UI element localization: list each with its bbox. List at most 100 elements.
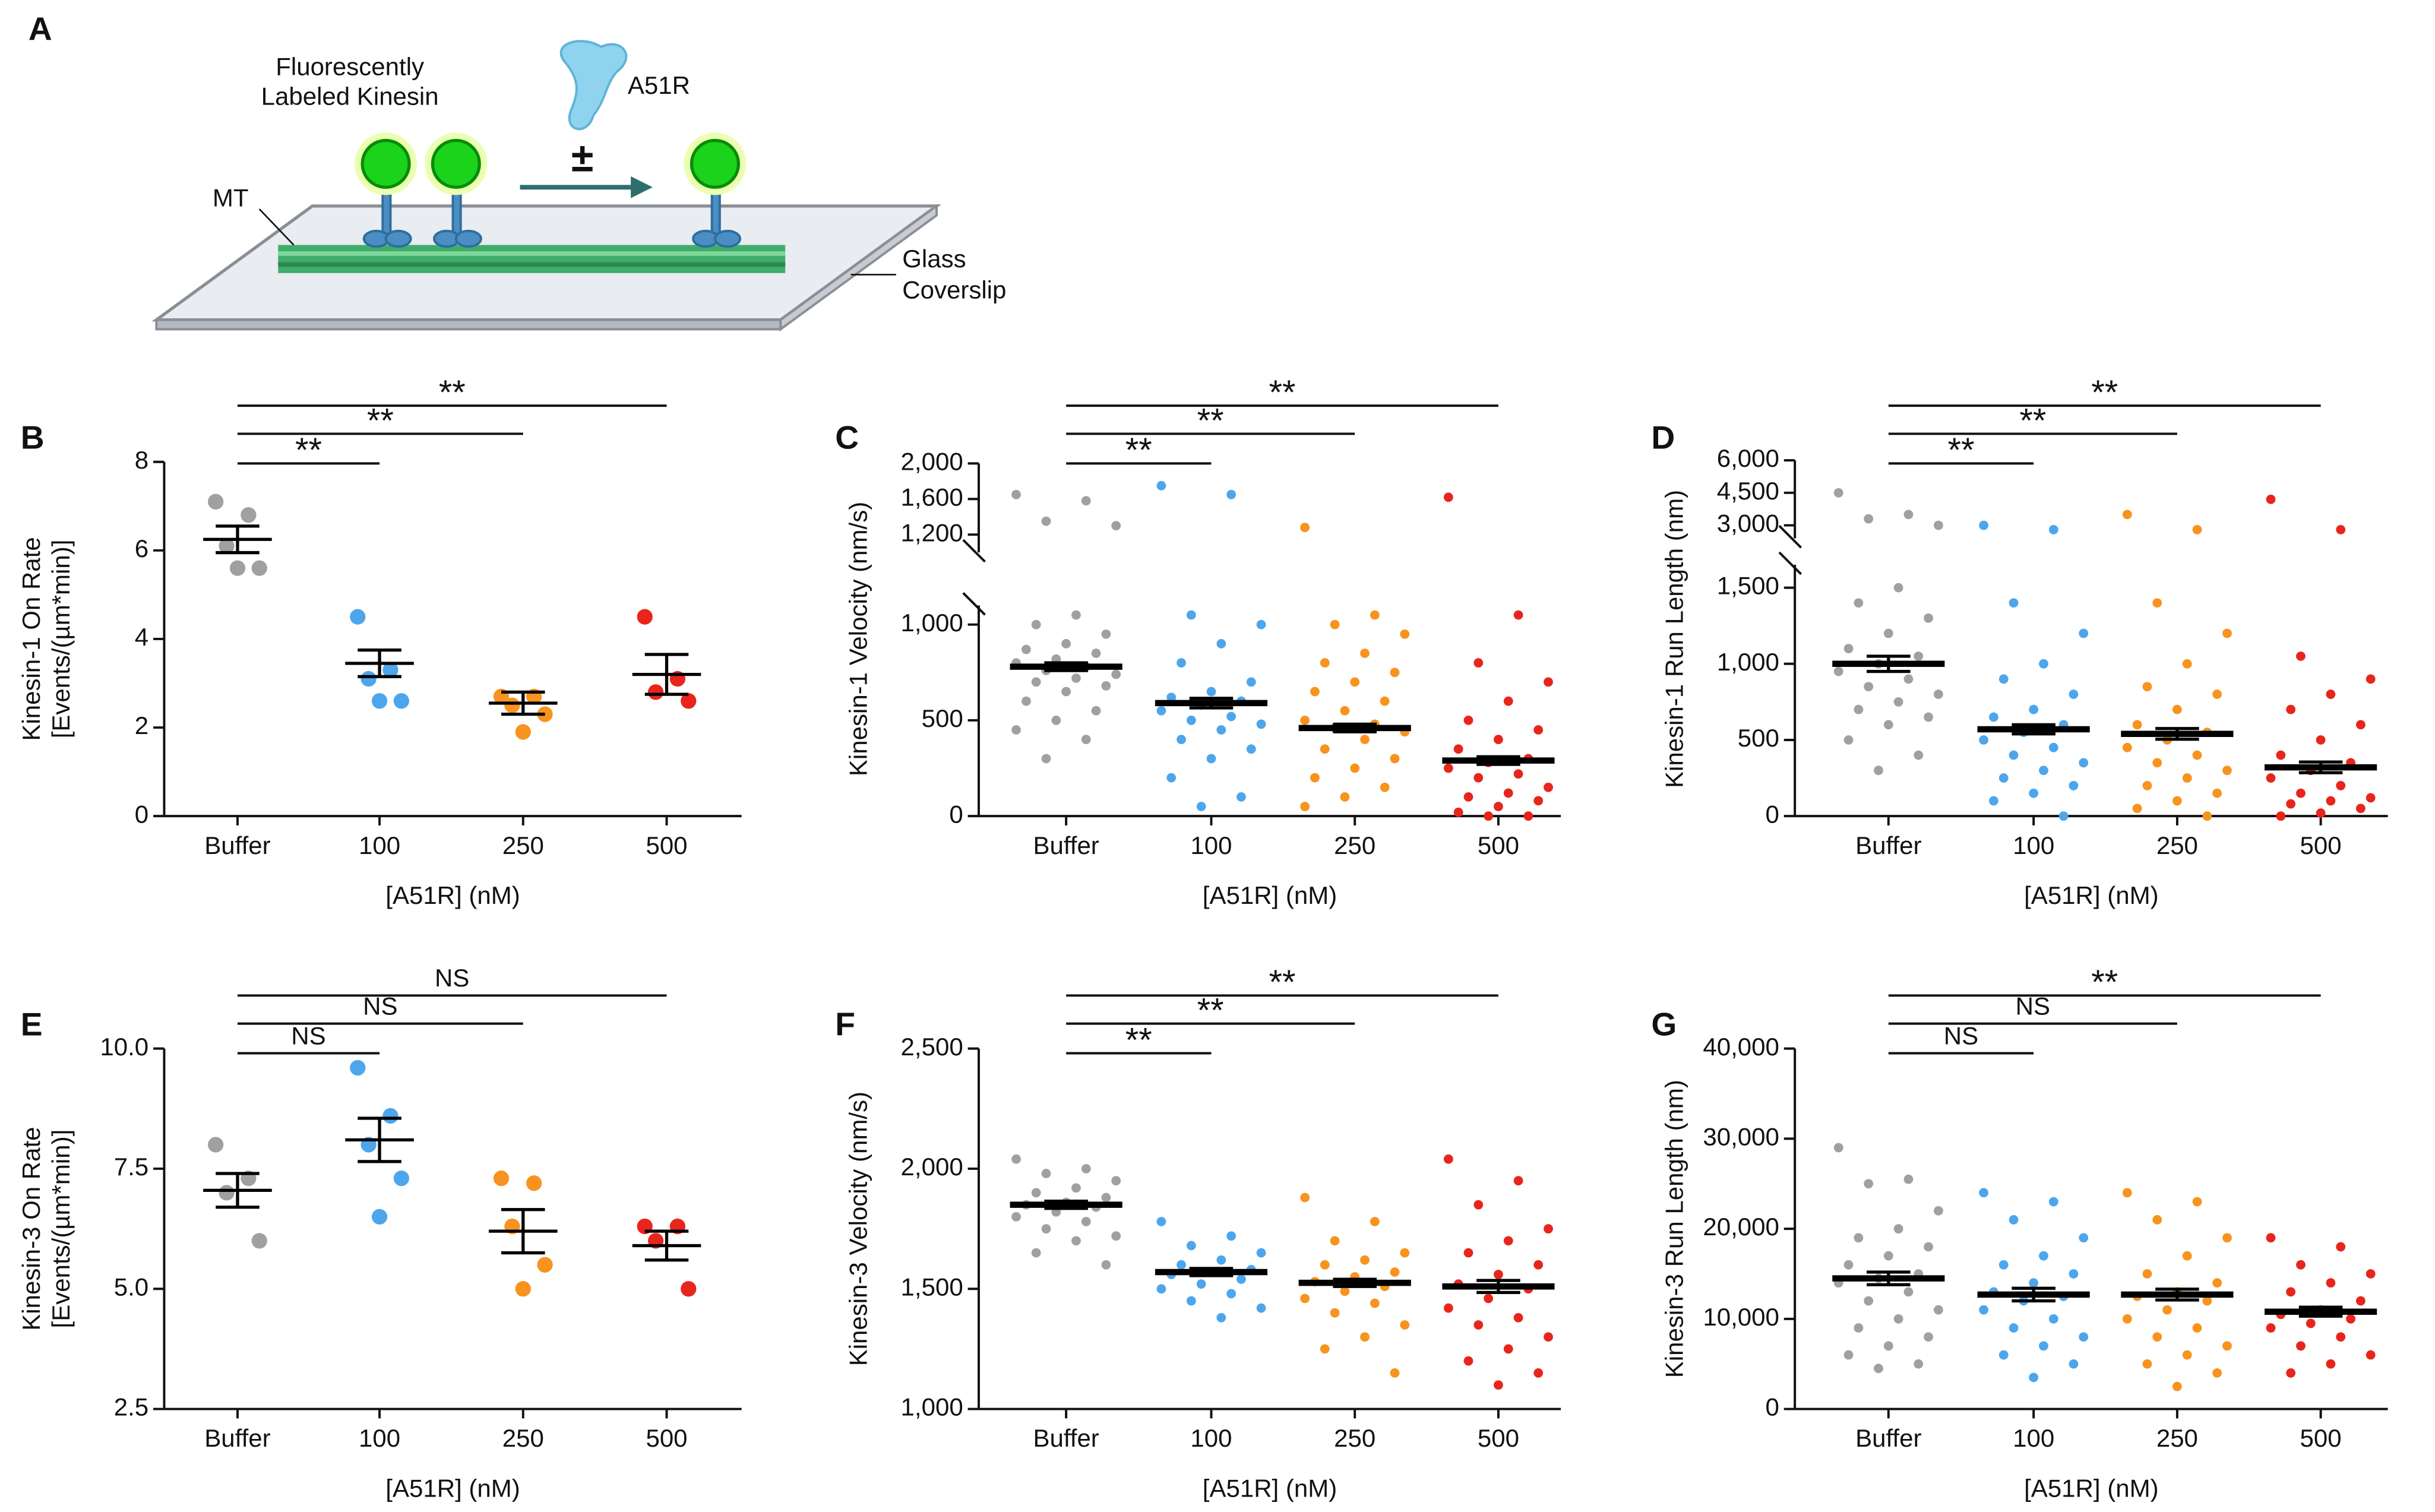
data-point: [1021, 644, 1031, 654]
data-point: [2009, 1215, 2019, 1225]
data-point: [229, 560, 246, 576]
panel-label: E: [21, 1005, 43, 1042]
panel-label: F: [835, 1005, 855, 1042]
significance-label: **: [1125, 1021, 1152, 1059]
x-tick-label: 500: [646, 831, 687, 859]
data-point: [1320, 658, 1330, 668]
mt-leader: [258, 208, 295, 246]
glass-label: Coverslip: [902, 276, 1006, 303]
data-point: [2212, 1278, 2222, 1288]
data-point: [2142, 1359, 2152, 1369]
y-tick-label: 0: [1766, 1393, 1779, 1421]
data-point: [1061, 687, 1071, 697]
data-point: [1544, 1332, 1553, 1342]
data-point: [1864, 1296, 1874, 1306]
data-point: [1934, 1305, 1943, 1315]
protein-label: A51R: [628, 71, 690, 99]
data-point: [1237, 1274, 1246, 1284]
fluorophores: [355, 132, 747, 195]
data-point: [2079, 758, 2089, 768]
data-point: [1914, 750, 1924, 760]
data-point: [1216, 1312, 1226, 1323]
data-point: [1071, 1236, 1081, 1246]
data-point: [1101, 629, 1111, 639]
data-point: [1979, 1305, 1988, 1315]
data-point: [1833, 666, 1843, 676]
data-point: [371, 693, 388, 709]
data-point: [515, 1281, 531, 1297]
data-point: [1924, 1332, 1933, 1342]
data-point: [1360, 1332, 1370, 1342]
data-point: [1031, 619, 1041, 630]
data-point: [1300, 1192, 1310, 1203]
x-axis-label: [A51R] (nM): [2024, 881, 2158, 909]
data-point: [1924, 613, 1933, 623]
significance-label: **: [2019, 401, 2046, 439]
data-point: [2192, 524, 2202, 534]
panel-label: C: [835, 419, 859, 456]
x-tick-label: 100: [359, 831, 400, 859]
data-point: [1380, 782, 1390, 792]
data-point: [219, 1185, 235, 1201]
chart-panel: E 2.5 5.0 7.5 10.0 Kinesin-3 On Rate [Events/(…: [17, 964, 742, 1502]
data-point: [1998, 674, 2009, 684]
data-point: [2336, 780, 2346, 790]
data-point: [1156, 1217, 1166, 1226]
significance-label: **: [1947, 431, 1974, 469]
data-point: [2009, 1323, 2019, 1333]
data-point: [1513, 610, 1523, 620]
data-point: [1111, 1176, 1121, 1186]
data-point: [1843, 644, 1854, 654]
x-tick-label: 250: [502, 831, 544, 859]
data-point: [2182, 1350, 2192, 1360]
data-point: [2336, 1332, 2346, 1342]
data-point: [1031, 1188, 1041, 1198]
data-point: [2366, 793, 2376, 803]
data-point: [2212, 788, 2222, 798]
data-point: [208, 1137, 224, 1153]
data-point: [2212, 1368, 2222, 1378]
data-point: [1071, 610, 1081, 620]
data-point: [2366, 1350, 2376, 1360]
data-point: [1011, 1154, 1021, 1164]
data-point: [1071, 673, 1081, 683]
data-point: [2039, 766, 2048, 776]
y-tick-label: 6,000: [1717, 444, 1779, 472]
data-point: [1300, 1293, 1310, 1304]
data-point: [2122, 510, 2132, 520]
data-point: [1081, 1217, 1091, 1226]
y-axis-label: Kinesin-1 Run Length (nm): [1661, 490, 1688, 788]
data-point: [1998, 1260, 2009, 1270]
microtubule: [278, 245, 786, 273]
data-point: [2172, 704, 2182, 714]
data-point: [2069, 1359, 2079, 1369]
data-point: [526, 1175, 542, 1191]
data-point: [1340, 706, 1350, 716]
data-point: [1360, 649, 1370, 658]
x-tick-label: 100: [1190, 1424, 1232, 1452]
x-tick-label: 500: [1478, 831, 1519, 859]
data-point: [2326, 689, 2336, 699]
data-point: [1186, 610, 1196, 620]
x-tick-label: 250: [2156, 831, 2198, 859]
data-point: [1246, 744, 1256, 754]
y-tick-label: 1,500: [901, 1273, 963, 1301]
data-point: [1310, 687, 1320, 697]
y-tick-label: 10,000: [1703, 1303, 1779, 1331]
data-point: [2029, 704, 2039, 714]
data-point: [515, 724, 531, 740]
y-axis-label: Kinesin-3 Run Length (nm): [1661, 1080, 1688, 1378]
x-tick-label: 100: [1190, 831, 1232, 859]
data-point: [2048, 1314, 2058, 1324]
glass-label: Glass: [902, 245, 966, 273]
diagram: A Fluorescently Labeled Kinesin A51R ± M…: [29, 10, 1006, 332]
data-point: [1196, 802, 1206, 811]
y-tick-label: 2,500: [901, 1033, 963, 1061]
data-point: [1177, 1260, 1186, 1270]
data-point: [1011, 1212, 1021, 1222]
significance-label: **: [1269, 374, 1296, 412]
data-point: [1111, 669, 1121, 679]
data-point: [1473, 773, 1484, 783]
data-point: [2152, 758, 2162, 768]
data-point: [1330, 1308, 1340, 1318]
